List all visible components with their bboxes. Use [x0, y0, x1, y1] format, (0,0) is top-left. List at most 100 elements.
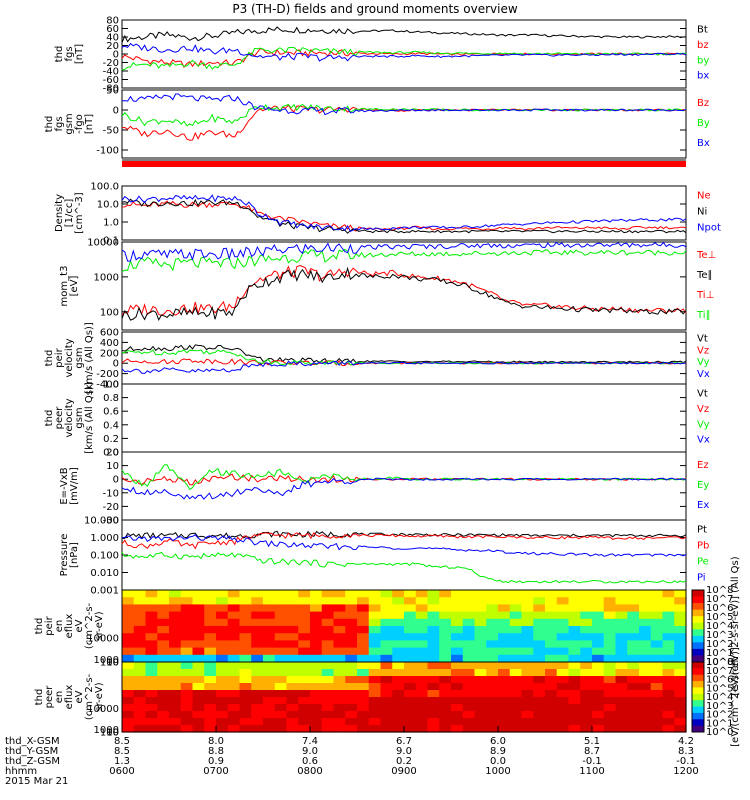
- spectrogram-cell: [274, 626, 288, 634]
- series-Ni: [121, 198, 687, 234]
- y-axis-label: [cm^-3]: [74, 192, 85, 233]
- y-tick-label: 80: [106, 16, 119, 27]
- spectrogram-cell: [192, 683, 205, 691]
- y-axis-label: gsm: [64, 113, 75, 134]
- spectrogram-cell: [592, 626, 605, 634]
- spectrogram-cell: [451, 633, 464, 641]
- spectrogram-cell: [180, 654, 194, 663]
- spectrogram-cell: [122, 633, 135, 641]
- time-label: 0600: [109, 766, 134, 777]
- spectrogram-cell: [639, 604, 652, 613]
- spectrogram-cell: [509, 647, 523, 656]
- spectrogram-cell: [650, 597, 664, 605]
- spectrogram-cell: [180, 590, 194, 598]
- spectrogram-cell: [674, 647, 687, 656]
- spectrogram-cell: [298, 683, 311, 691]
- spectrogram-cell: [392, 604, 405, 613]
- spectrogram-cell: [392, 676, 405, 684]
- spectrogram-cell: [568, 683, 581, 691]
- y-tick-label: -80: [103, 84, 119, 95]
- spectrogram-cell: [274, 662, 288, 670]
- y-tick-label: 40: [106, 33, 119, 44]
- spectrogram-cell: [286, 590, 299, 598]
- spectrogram-cell: [263, 633, 276, 641]
- spectrogram-cell: [498, 725, 511, 733]
- spectrogram-cell: [615, 647, 628, 656]
- spectrogram-cell: [122, 683, 135, 691]
- spectrogram-cell: [474, 618, 487, 627]
- panel-peir_spectrogram: [121, 589, 705, 663]
- y-axis-label: [1/cc]: [64, 199, 75, 228]
- spectrogram-cell: [357, 633, 370, 641]
- spectrogram-cell: [368, 597, 382, 605]
- spectrogram-cell: [157, 590, 170, 598]
- spectrogram-cell: [639, 725, 652, 733]
- colorbar-tick: 10^2: [706, 710, 733, 721]
- spectrogram-cell: [486, 604, 499, 613]
- spectrogram-cell: [509, 662, 523, 670]
- spectrogram-cell: [615, 604, 628, 613]
- spectrogram-cell: [274, 690, 288, 698]
- spectrogram-cell: [310, 718, 323, 726]
- colorbar-segment: [692, 629, 704, 637]
- spectrogram-cell: [592, 718, 605, 726]
- spectrogram-cell: [263, 704, 276, 712]
- spectrogram-cell: [603, 626, 617, 634]
- colorbar-tick: 10^7: [706, 594, 733, 605]
- spectrogram-cell: [286, 654, 299, 663]
- spectrogram-cell: [486, 590, 499, 598]
- spectrogram-cell: [380, 640, 393, 649]
- spectrogram-cell: [451, 725, 464, 733]
- spectrogram-cell: [345, 626, 358, 634]
- spectrogram-cell: [392, 718, 405, 726]
- spectrogram-cell: [333, 640, 346, 649]
- z-gsm-label: 0.6: [302, 756, 318, 767]
- spectrogram-cell: [509, 604, 523, 613]
- spectrogram-cell: [227, 640, 241, 649]
- spectrogram-cell: [263, 725, 276, 733]
- spectrogram-cell: [380, 590, 393, 598]
- colorbar-segment: [692, 668, 704, 676]
- spectrogram-cell: [404, 640, 417, 649]
- y-axis-label: [km/s (All Qs)]: [84, 382, 95, 454]
- spectrogram-cell: [568, 626, 581, 634]
- y-tick-label: 0.100: [90, 551, 119, 562]
- spectrogram-cell: [204, 647, 217, 656]
- spectrogram-cell: [321, 711, 335, 719]
- spectrogram-cell: [368, 590, 382, 598]
- spectrogram-cell: [192, 633, 205, 641]
- spectrogram-cell: [627, 604, 640, 613]
- colorbar-segment: [692, 635, 704, 643]
- colorbar-label: [eV/(cm^2-s-sr-eV)]: [730, 647, 741, 747]
- spectrogram-cell: [310, 590, 323, 598]
- spectrogram-cell: [650, 647, 664, 656]
- spectrogram-cell: [380, 718, 393, 726]
- spectrogram-cell: [380, 690, 393, 698]
- spectrogram-cell: [556, 662, 570, 670]
- spectrogram-cell: [227, 690, 241, 698]
- z-gsm-label: 1.3: [114, 756, 130, 767]
- spectrogram-cell: [368, 633, 382, 641]
- spectrogram-cell: [404, 676, 417, 684]
- spectrogram-cell: [533, 626, 546, 634]
- spectrogram-cell: [498, 611, 511, 620]
- spectrogram-cell: [204, 633, 217, 641]
- spectrogram-cell: [192, 654, 205, 663]
- y-tick-label: 600: [100, 328, 119, 339]
- colorbar-segment: [692, 616, 704, 624]
- spectrogram-cell: [404, 683, 417, 691]
- spectrogram-cell: [556, 597, 570, 605]
- spectrogram-cell: [310, 618, 323, 627]
- spectrogram-cell: [415, 618, 429, 627]
- legend-bz: bz: [697, 40, 709, 51]
- series-bx: [121, 42, 687, 62]
- spectrogram-cell: [545, 618, 558, 627]
- spectrogram-cell: [357, 676, 370, 684]
- spectrogram-cell: [474, 590, 487, 598]
- spectrogram-cell: [274, 725, 288, 733]
- spectrogram-cell: [192, 604, 205, 613]
- spectrogram-cell: [580, 618, 593, 627]
- spectrogram-cell: [345, 618, 358, 627]
- spectrogram-cell: [580, 633, 593, 641]
- spectrogram-cell: [298, 611, 311, 620]
